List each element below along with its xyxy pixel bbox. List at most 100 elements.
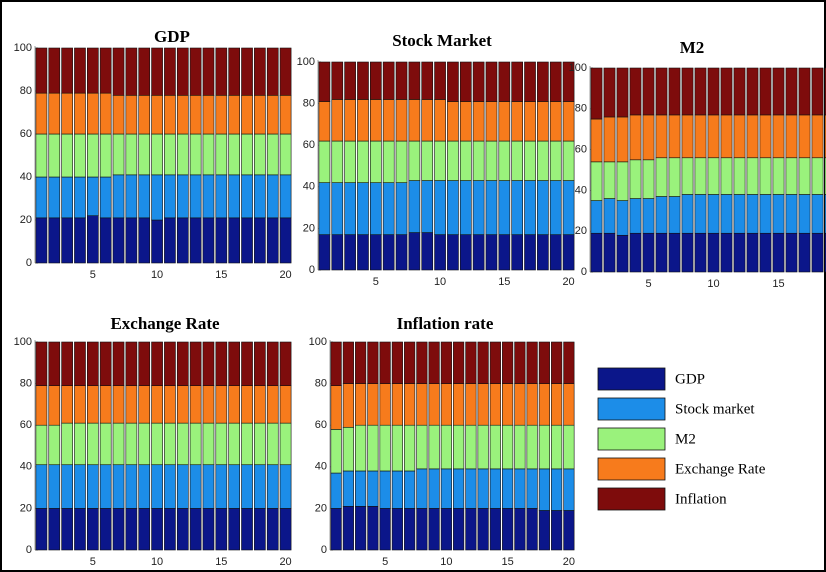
bar-segment bbox=[811, 157, 824, 195]
bar-segment bbox=[176, 341, 189, 386]
bar-segment bbox=[164, 217, 176, 264]
bar-segment bbox=[74, 133, 86, 178]
bar-segment bbox=[228, 385, 241, 424]
bar-segment bbox=[112, 422, 125, 466]
bar-segment bbox=[472, 101, 485, 142]
bar-segment bbox=[395, 234, 408, 271]
bar-segment bbox=[603, 232, 616, 273]
y-tick-label: 0 bbox=[309, 264, 315, 276]
bar-segment bbox=[228, 95, 241, 135]
bar-segment bbox=[629, 67, 642, 116]
bar-segment bbox=[707, 67, 720, 116]
bar-segment bbox=[112, 385, 125, 424]
bar-segment bbox=[254, 95, 266, 135]
bar-segment bbox=[176, 174, 189, 219]
bar-segment bbox=[86, 47, 99, 94]
y-tick-label: 80 bbox=[315, 378, 327, 390]
legend-swatch bbox=[597, 397, 666, 421]
bar-segment bbox=[655, 114, 668, 159]
bar-segment bbox=[590, 232, 603, 273]
bar-segment bbox=[549, 140, 562, 181]
x-tick-label: 5 bbox=[90, 269, 96, 281]
bar-segment bbox=[215, 217, 228, 264]
bar-segment bbox=[176, 385, 189, 424]
bar-segment bbox=[48, 424, 61, 466]
bar-segment bbox=[318, 182, 331, 235]
bar-segment bbox=[279, 95, 292, 135]
bar-segment bbox=[74, 92, 86, 135]
bar-segment bbox=[266, 174, 279, 219]
bar-segment bbox=[498, 140, 511, 181]
y-tick-label: 20 bbox=[20, 214, 32, 226]
legend-label: Stock market bbox=[675, 401, 755, 417]
bar-segment bbox=[48, 508, 61, 551]
bar-segment bbox=[369, 182, 382, 235]
bar-segment bbox=[485, 180, 498, 235]
bar-segment bbox=[465, 508, 477, 551]
bar-segment bbox=[228, 174, 241, 219]
bar-segment bbox=[379, 470, 391, 509]
bar-segment bbox=[524, 61, 536, 102]
bar-segment bbox=[99, 464, 112, 509]
bar-segment bbox=[48, 385, 61, 426]
bar-segment bbox=[48, 176, 61, 219]
bar-segment bbox=[266, 422, 279, 466]
bar-segment bbox=[151, 464, 163, 509]
bar-segment bbox=[61, 47, 73, 94]
bar-segment bbox=[189, 133, 202, 176]
bar-segment bbox=[562, 61, 575, 102]
bar-segment bbox=[138, 422, 151, 466]
bar-segment bbox=[35, 385, 48, 426]
legend-label: M2 bbox=[675, 431, 696, 447]
bar-segment bbox=[514, 341, 526, 384]
y-tick-label: 40 bbox=[315, 461, 327, 473]
bar-segment bbox=[514, 468, 526, 509]
bar-segment bbox=[489, 383, 501, 426]
bar-segment bbox=[215, 508, 228, 551]
bar-segment bbox=[477, 341, 489, 384]
bar-segment bbox=[434, 234, 446, 271]
bar-segment bbox=[344, 140, 356, 183]
bar-segment bbox=[342, 383, 354, 428]
bar-segment bbox=[215, 385, 228, 424]
bar-segment bbox=[164, 508, 176, 551]
bar-segment bbox=[526, 341, 538, 384]
bar-segment bbox=[772, 114, 785, 159]
chart-title: Exchange Rate bbox=[110, 314, 220, 333]
bar-segment bbox=[477, 508, 489, 551]
bar-segment bbox=[61, 217, 73, 264]
x-tick-label: 5 bbox=[645, 278, 651, 290]
bar-segment bbox=[428, 383, 440, 426]
bar-segment bbox=[228, 47, 241, 96]
bar-segment bbox=[408, 140, 421, 181]
bar-segment bbox=[86, 176, 99, 217]
bar-segment bbox=[228, 422, 241, 466]
bar-segment bbox=[465, 424, 477, 470]
bar-segment bbox=[202, 341, 215, 386]
x-tick-label: 20 bbox=[562, 276, 574, 288]
bar-segment bbox=[228, 217, 241, 264]
bar-segment bbox=[241, 95, 253, 135]
bar-segment bbox=[164, 133, 176, 176]
bar-segment bbox=[772, 232, 785, 273]
bar-segment bbox=[189, 47, 202, 96]
bar-segment bbox=[138, 133, 151, 176]
bar-segment bbox=[746, 67, 759, 116]
bar-segment bbox=[125, 133, 138, 176]
bar-segment bbox=[549, 101, 562, 142]
bar-segment bbox=[215, 464, 228, 509]
bar-segment bbox=[395, 61, 408, 100]
bar-segment bbox=[279, 464, 292, 509]
bar-segment bbox=[357, 182, 369, 235]
bar-segment bbox=[733, 67, 746, 116]
bar-segment bbox=[524, 180, 536, 235]
bar-segment bbox=[61, 385, 73, 424]
bar-segment bbox=[112, 95, 125, 135]
bar-segment bbox=[538, 510, 550, 551]
bar-segment bbox=[707, 114, 720, 159]
y-tick-label: 40 bbox=[575, 184, 587, 196]
bar-segment bbox=[453, 508, 465, 551]
bar-segment bbox=[681, 114, 694, 159]
